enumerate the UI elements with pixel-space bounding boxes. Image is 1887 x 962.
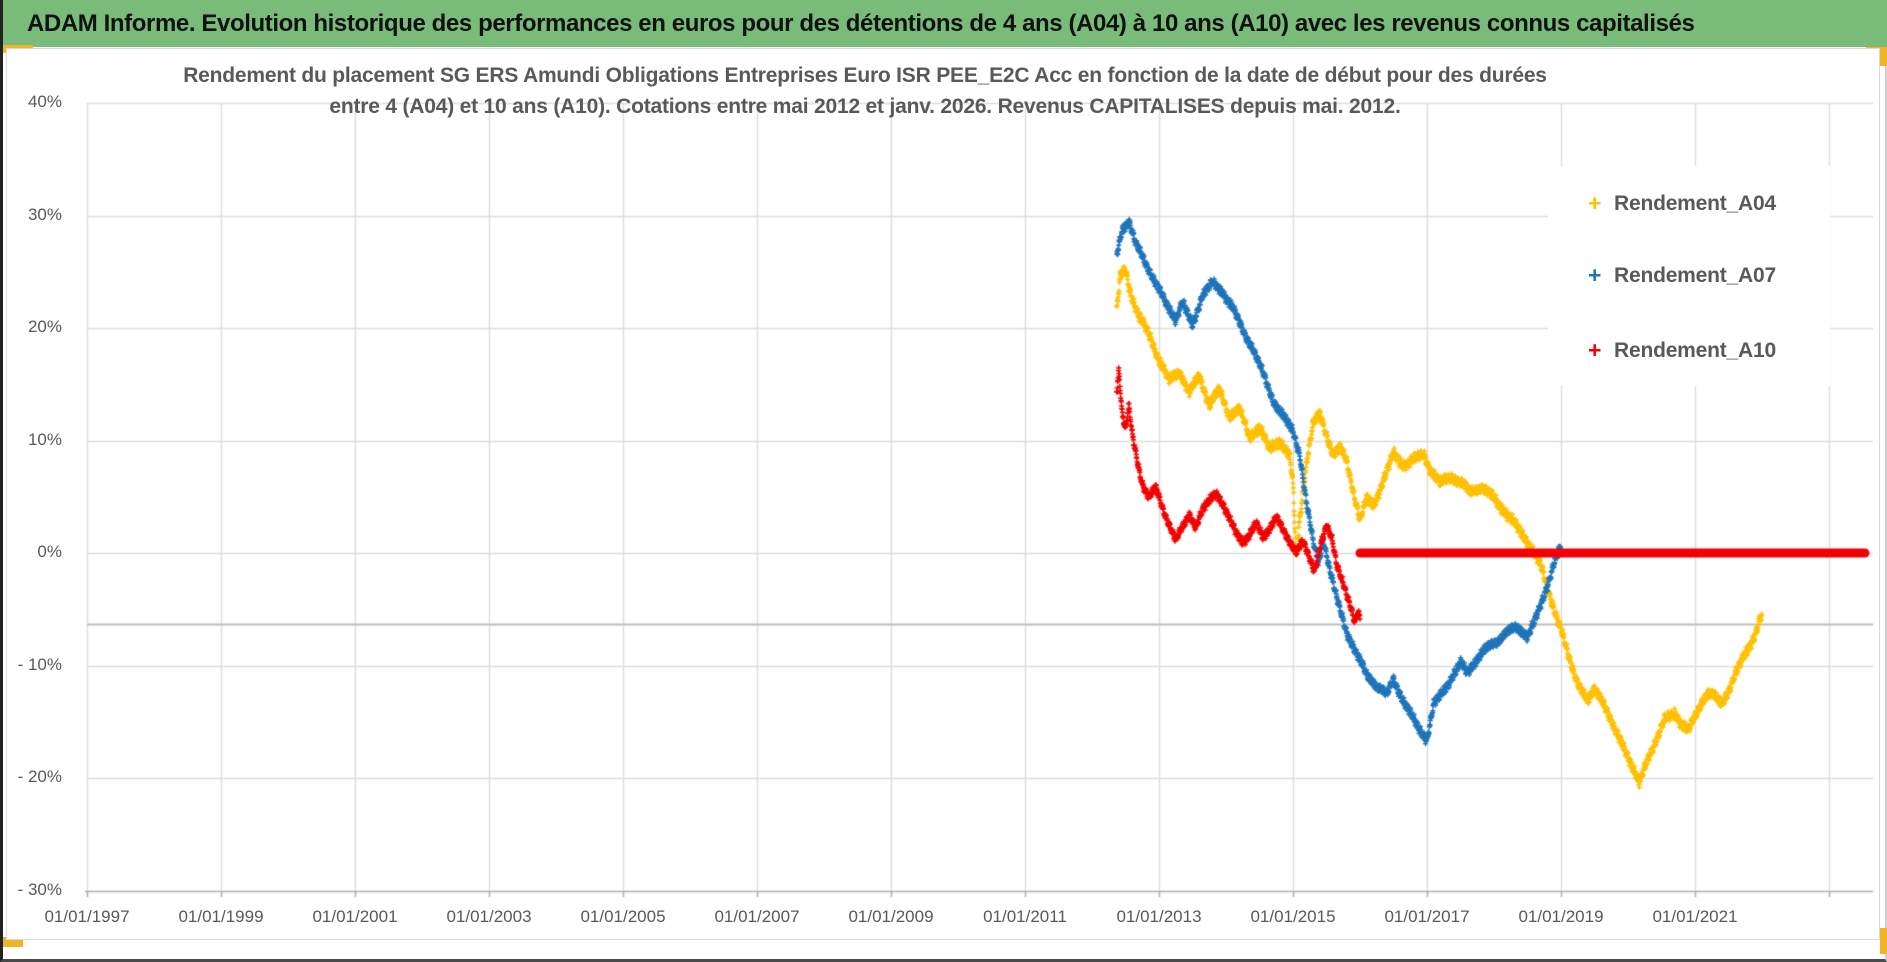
y-tick-label: 10%: [27, 429, 62, 449]
chart-title-line2: entre 4 (A04) et 10 ans (A10). Cotations…: [329, 95, 1401, 118]
legend-plus-marker-icon: +: [1588, 262, 1602, 288]
chart-title-line1: Rendement du placement SG ERS Amundi Obl…: [183, 64, 1547, 87]
legend-item-rendement_a04[interactable]: + Rendement_A04: [1588, 190, 1776, 217]
x-tick-label: 01/01/1997: [44, 907, 130, 926]
legend-plus-marker-icon: +: [1588, 190, 1602, 216]
x-tick-label: 01/01/2009: [848, 907, 934, 926]
x-tick-label: 01/01/2019: [1518, 907, 1604, 926]
x-tick-label: 01/01/2017: [1384, 907, 1470, 926]
x-tick-label: 01/01/2003: [446, 907, 532, 926]
x-tick-label: 01/01/2015: [1250, 907, 1336, 926]
legend-item-rendement_a10[interactable]: + Rendement_A10: [1588, 337, 1776, 364]
y-tick-label: 30%: [27, 204, 62, 224]
chart-title: Rendement du placement SG ERS Amundi Obl…: [87, 60, 1643, 122]
y-tick-label: 20%: [27, 317, 62, 336]
x-tick-label: 01/01/2013: [1116, 907, 1202, 926]
legend-item-label: Rendement_A04: [1614, 191, 1776, 215]
legend-plus-marker-icon: +: [1588, 337, 1602, 363]
x-tick-label: 01/01/2011: [983, 907, 1067, 926]
y-tick-label: 0%: [37, 542, 62, 561]
y-tick-label: - 20%: [17, 767, 62, 786]
x-tick-label: 01/01/2021: [1652, 907, 1738, 926]
y-tick-label: 40%: [27, 92, 62, 111]
legend-item-label: Rendement_A07: [1614, 263, 1776, 287]
legend-item-label: Rendement_A10: [1614, 338, 1776, 362]
legend-item-rendement_a07[interactable]: + Rendement_A07: [1588, 262, 1776, 289]
chart-legend: + Rendement_A04 + Rendement_A07 + Rendement_A…: [1548, 166, 1830, 386]
y-tick-label: - 10%: [17, 654, 62, 674]
x-tick-label: 01/01/2005: [580, 907, 666, 926]
x-tick-label: 01/01/2007: [714, 907, 800, 926]
y-tick-label: - 30%: [17, 879, 62, 899]
chart-plot-canvas[interactable]: [3, 0, 1887, 962]
x-tick-label: 01/01/2001: [312, 907, 398, 926]
x-tick-label: 01/01/1999: [178, 907, 264, 926]
